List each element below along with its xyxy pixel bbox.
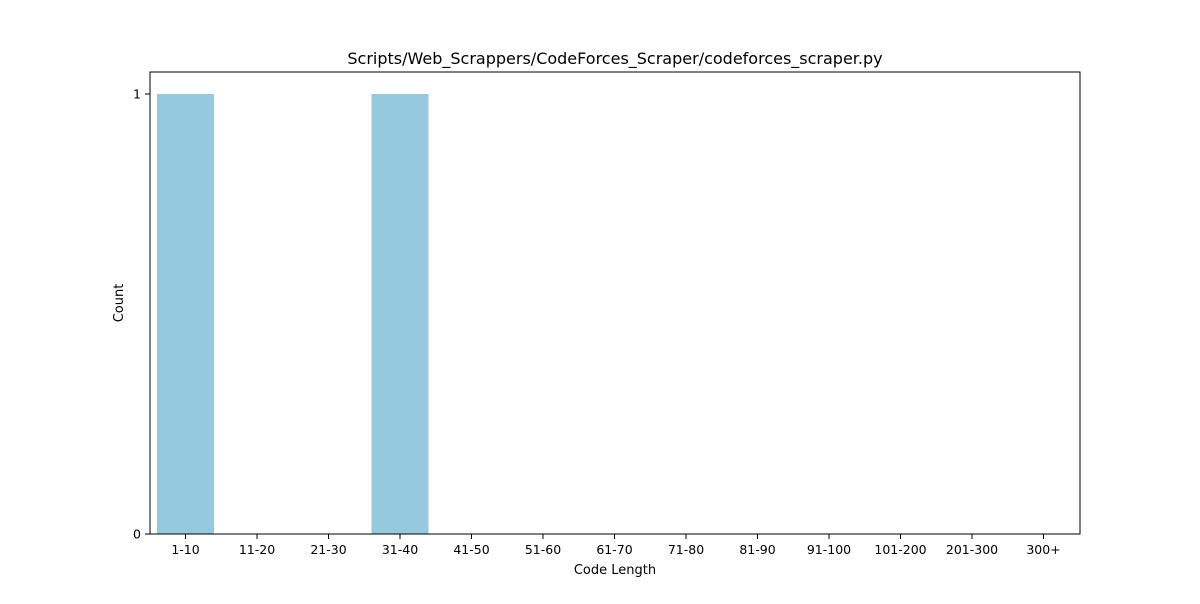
x-tick-label: 11-20	[239, 542, 275, 557]
x-tick-label: 51-60	[525, 542, 561, 557]
plot-frame	[149, 71, 1081, 535]
y-axis-label: Count	[112, 284, 127, 323]
x-axis-label: Code Length	[574, 563, 656, 578]
y-ticks: 01	[133, 87, 150, 542]
x-tick-label: 201-300	[946, 542, 998, 557]
bar-1-10	[157, 94, 214, 534]
x-tick-label: 300+	[1026, 542, 1060, 557]
y-tick-label: 0	[133, 527, 141, 542]
x-tick-label: 101-200	[874, 542, 926, 557]
bars-layer	[157, 94, 429, 534]
x-tick-label: 41-50	[453, 542, 489, 557]
chart-title: Scripts/Web_Scrappers/CodeForces_Scraper…	[347, 49, 882, 69]
bar-31-40	[371, 94, 429, 534]
x-ticks: 1-10 11-20 21-30 31-40 41-50 51-60 61-70 71-80 8…	[171, 534, 1061, 557]
x-tick-label: 91-100	[807, 542, 851, 557]
x-tick-label: 21-30	[310, 542, 346, 557]
x-tick-label: 71-80	[668, 542, 704, 557]
axes-layer	[149, 71, 1081, 535]
x-tick-label: 81-90	[739, 542, 775, 557]
y-tick-label: 1	[133, 87, 141, 102]
x-tick-label: 31-40	[382, 542, 418, 557]
x-tick-label: 1-10	[171, 542, 199, 557]
x-tick-label: 61-70	[596, 542, 632, 557]
